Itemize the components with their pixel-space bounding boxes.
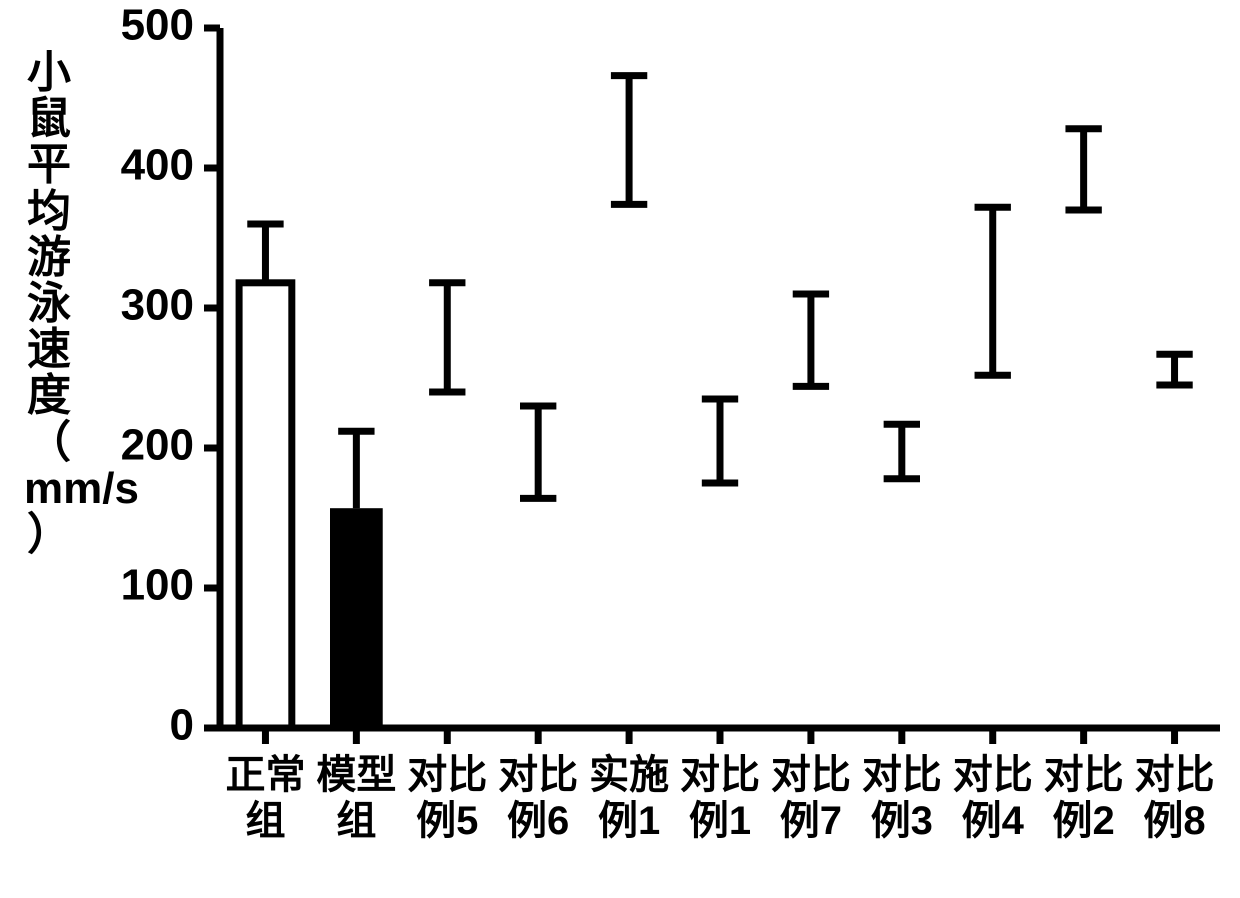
svg-text:例1: 例1 [598, 799, 660, 843]
svg-text:例6: 例6 [507, 799, 569, 843]
bar-chart: 0100200300400500正常组模型组对比例5对比例6实施例1对比例1对比… [0, 0, 1240, 898]
svg-text:例5: 例5 [416, 799, 478, 843]
svg-text:例2: 例2 [1053, 799, 1115, 843]
svg-text:例8: 例8 [1143, 799, 1205, 843]
svg-text:对比: 对比 [498, 753, 578, 797]
svg-text:对比: 对比 [1044, 753, 1124, 797]
svg-text:组: 组 [336, 799, 376, 843]
svg-text:对比: 对比 [771, 753, 851, 797]
svg-text:例4: 例4 [962, 799, 1025, 843]
svg-text:对比: 对比 [953, 753, 1033, 797]
svg-text:模型: 模型 [316, 753, 396, 797]
y-axis-label: 小鼠平均游泳速度 （ mm/s ） [24, 50, 74, 558]
svg-text:200: 200 [121, 421, 194, 470]
svg-text:实施: 实施 [589, 753, 669, 797]
svg-text:500: 500 [121, 1, 194, 50]
svg-text:0: 0 [170, 701, 194, 750]
svg-text:例7: 例7 [780, 799, 842, 843]
svg-text:400: 400 [121, 141, 194, 190]
svg-text:正常: 正常 [225, 753, 305, 797]
svg-text:对比: 对比 [680, 753, 760, 797]
chart-container: 小鼠平均游泳速度 （ mm/s ） 0 100 200 300 400 500 正常组模型组… [0, 0, 1240, 898]
svg-text:对比: 对比 [407, 753, 487, 797]
svg-text:对比: 对比 [862, 753, 942, 797]
svg-text:组: 组 [245, 799, 285, 843]
svg-text:例3: 例3 [871, 799, 933, 843]
svg-text:300: 300 [121, 281, 194, 330]
svg-text:例1: 例1 [689, 799, 751, 843]
svg-text:100: 100 [121, 561, 194, 610]
svg-text:对比: 对比 [1135, 753, 1215, 797]
